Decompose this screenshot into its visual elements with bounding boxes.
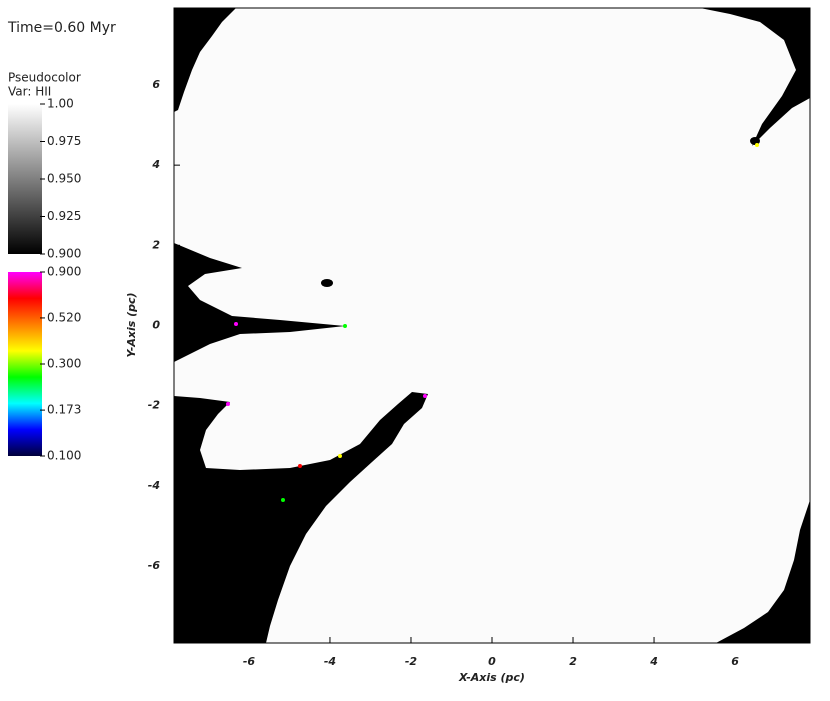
legend-var: Var: HII [8,85,51,99]
y-tick-label: -2 [148,399,161,412]
edge-speckles [226,143,759,502]
y-tick-label: 6 [152,78,160,91]
y-axis-label: Y-Axis (pc) [125,292,138,357]
colorbar-tick-label: 0.173 [47,403,81,417]
colorbar-tick-label: 0.300 [47,357,81,371]
colorbar-tick-label: 0.975 [47,134,81,148]
y-tick-label: -6 [148,559,161,572]
x-axis-label: X-Axis (pc) [458,671,525,684]
y-tick-label: 4 [151,158,160,171]
y-tick-label: -4 [148,479,160,492]
y-tick-label: 0 [152,319,160,332]
x-tick-label: 2 [569,655,577,668]
x-tick-label: 4 [649,655,658,668]
colorbar [8,104,42,254]
y-tick-label: 2 [152,238,160,251]
colorbar-tick-label: 0.520 [47,310,81,324]
x-tick-label: -2 [405,655,418,668]
legend-title: Pseudocolor [8,71,81,85]
colorbar-tick-label: 0.900 [47,265,81,279]
x-tick-label: -6 [243,655,256,668]
colorbar-tick-label: 0.900 [47,247,81,261]
colorbar-tick-label: 1.00 [47,97,74,111]
colorbar-tick-label: 0.925 [47,209,81,223]
x-tick-label: 6 [731,655,739,668]
time-label: Time=0.60 Myr [7,20,116,36]
colorbar [8,272,42,456]
ionization-field [174,8,810,643]
x-tick-label: -4 [324,655,336,668]
x-tick-label: 0 [488,655,496,668]
colorbar-tick-label: 0.100 [47,449,81,463]
colorbar-tick-label: 0.950 [47,172,81,186]
